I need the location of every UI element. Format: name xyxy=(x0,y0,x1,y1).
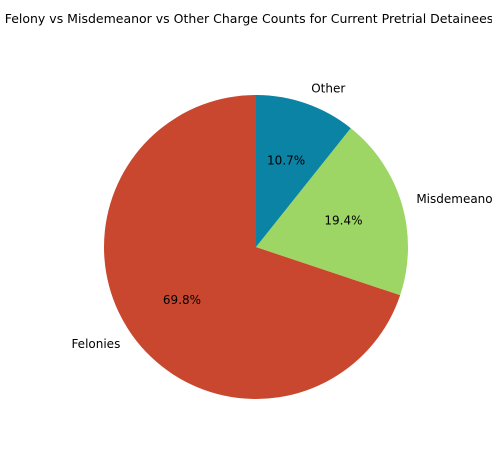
slice-percent-misdemeanors: 19.4% xyxy=(324,214,362,228)
pie-slice-felonies xyxy=(104,95,401,399)
pie-slice-misdemeanors xyxy=(256,128,408,296)
slice-percent-felonies: 69.8% xyxy=(163,293,201,307)
slice-label-misdemeanors: Misdemeanors xyxy=(416,192,492,206)
pie-slices xyxy=(104,95,408,399)
pie-labels: Felonies 69.8% Misdemeanors 19.4% Other 10.7% xyxy=(71,82,492,352)
slice-label-other: Other xyxy=(311,82,345,96)
slice-percent-other: 10.7% xyxy=(267,153,305,167)
pie-slice-other xyxy=(256,95,351,247)
chart-title: Felony vs Misdemeanor vs Other Charge Co… xyxy=(5,11,492,26)
slice-label-felonies: Felonies xyxy=(71,337,120,351)
